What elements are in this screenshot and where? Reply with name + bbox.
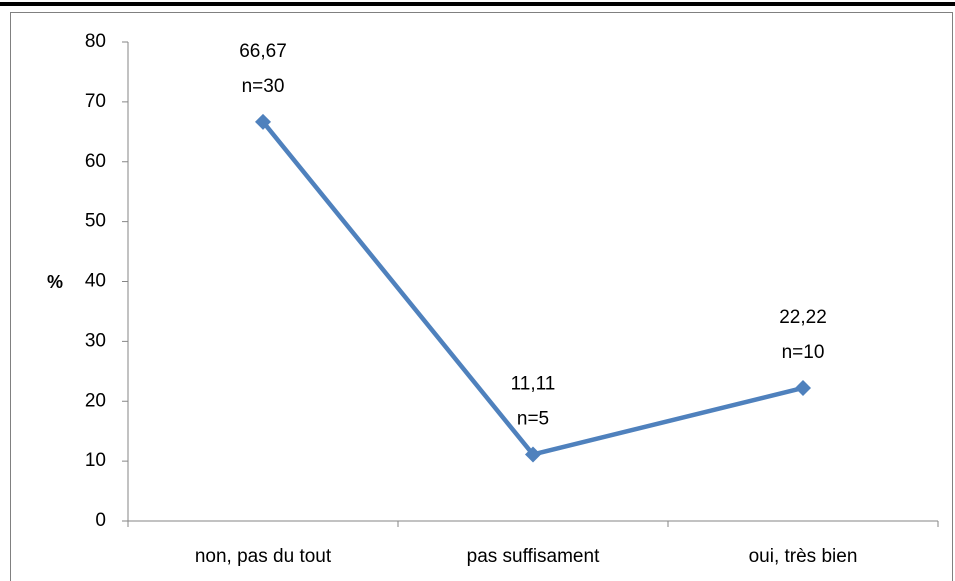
top-rule — [0, 2, 955, 6]
x-tick-label: non, pas du tout — [195, 546, 332, 567]
y-tick-label: 0 — [95, 510, 106, 531]
marker — [255, 113, 271, 130]
x-tick-label: oui, très bien — [749, 546, 858, 567]
y-tick-label: 40 — [85, 271, 106, 292]
y-tick-label: 80 — [85, 31, 106, 52]
data-label: 66,67 — [239, 41, 287, 62]
y-tick-label: 20 — [85, 390, 106, 411]
count-label: n=5 — [517, 408, 549, 429]
y-tick-label: 10 — [85, 450, 106, 471]
y-axis-label: % — [47, 272, 63, 292]
x-tick-label: pas suffisament — [467, 546, 600, 567]
marker — [525, 446, 541, 463]
y-tick-label: 70 — [85, 91, 106, 112]
chart-frame — [10, 12, 953, 581]
y-tick-label: 30 — [85, 330, 106, 351]
y-tick-label: 60 — [85, 151, 106, 172]
count-label: n=10 — [782, 342, 825, 363]
data-label: 22,22 — [779, 307, 827, 328]
data-label: 11,11 — [511, 373, 556, 394]
y-tick-label: 50 — [85, 211, 106, 232]
series-line — [261, 120, 804, 457]
marker — [795, 379, 811, 396]
count-label: n=30 — [242, 76, 285, 97]
